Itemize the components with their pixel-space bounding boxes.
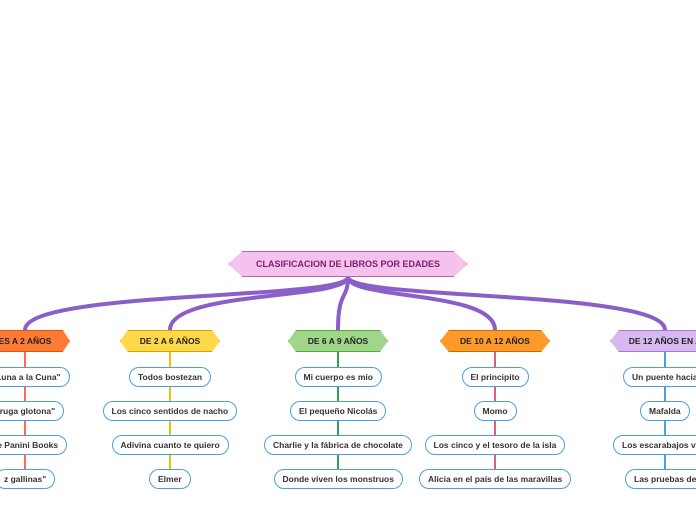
leaf-label: Momo [483,406,508,416]
leaf-label: Todos bostezan [138,372,202,382]
leaf-node: Donde viven los monstruos [274,469,403,489]
category-node: ES A 2 AÑOS [0,330,70,352]
category-label: ES A 2 AÑOS [0,336,51,346]
category-node: DE 12 AÑOS EN A [610,330,696,352]
category-label: DE 6 A 9 AÑOS [308,336,368,346]
category-label: DE 10 A 12 AÑOS [460,336,530,346]
leaf-node: Momo [474,401,517,421]
root-node: CLASIFICACION DE LIBROS POR EDADES [228,251,468,277]
leaf-label: Los cinco sentidos de nacho [112,406,229,416]
leaf-label: Mi cuerpo es mío [304,372,373,382]
leaf-node: Charlie y la fábrica de chocolate [264,435,412,455]
leaf-node: Los escarabajos vuel [613,435,696,455]
leaf-node: Adivina cuanto te quiero [112,435,229,455]
leaf-label: Mafalda [649,406,681,416]
leaf-label: z gallinas" [4,474,46,484]
leaf-label: Alicia en el país de las maravillas [428,474,562,484]
leaf-node: Mafalda [640,401,690,421]
leaf-label: Donde viven los monstruos [283,474,394,484]
category-node: DE 6 A 9 AÑOS [288,330,388,352]
leaf-label: Los escarabajos vuel [622,440,696,450]
leaf-label: Un puente hacia [632,372,696,382]
leaf-node: Las pruebas de [625,469,696,489]
leaf-node: a Luna a la Cuna" [0,367,70,387]
category-label: DE 12 AÑOS EN A [629,336,696,346]
leaf-node: Los cinco y el tesoro de la isla [425,435,566,455]
category-node: DE 2 A 6 AÑOS [120,330,220,352]
leaf-label: Charlie y la fábrica de chocolate [273,440,403,450]
leaf-node: oruga glotona" [0,401,64,421]
leaf-label: Los cinco y el tesoro de la isla [434,440,557,450]
leaf-node: Los cinco sentidos de nacho [103,401,238,421]
leaf-label: Elmer [158,474,182,484]
leaf-label: a Luna a la Cuna" [0,372,61,382]
leaf-node: Elmer [149,469,191,489]
leaf-node: Alicia en el país de las maravillas [419,469,571,489]
leaf-node: Un puente hacia [623,367,696,387]
root-label: CLASIFICACION DE LIBROS POR EDADES [256,259,440,269]
leaf-label: oruga glotona" [0,406,55,416]
leaf-node: El pequeño Nicolás [290,401,386,421]
leaf-label: El principito [471,372,520,382]
leaf-node: Mi cuerpo es mío [295,367,382,387]
leaf-label: Adivina cuanto te quiero [121,440,220,450]
leaf-node: z gallinas" [0,469,55,489]
category-label: DE 2 A 6 AÑOS [140,336,200,346]
category-node: DE 10 A 12 AÑOS [440,330,550,352]
leaf-label: Las pruebas de [634,474,696,484]
leaf-node: Todos bostezan [129,367,211,387]
leaf-node: de Panini Books [0,435,67,455]
leaf-label: de Panini Books [0,440,58,450]
leaf-label: El pequeño Nicolás [299,406,377,416]
leaf-node: El principito [462,367,529,387]
